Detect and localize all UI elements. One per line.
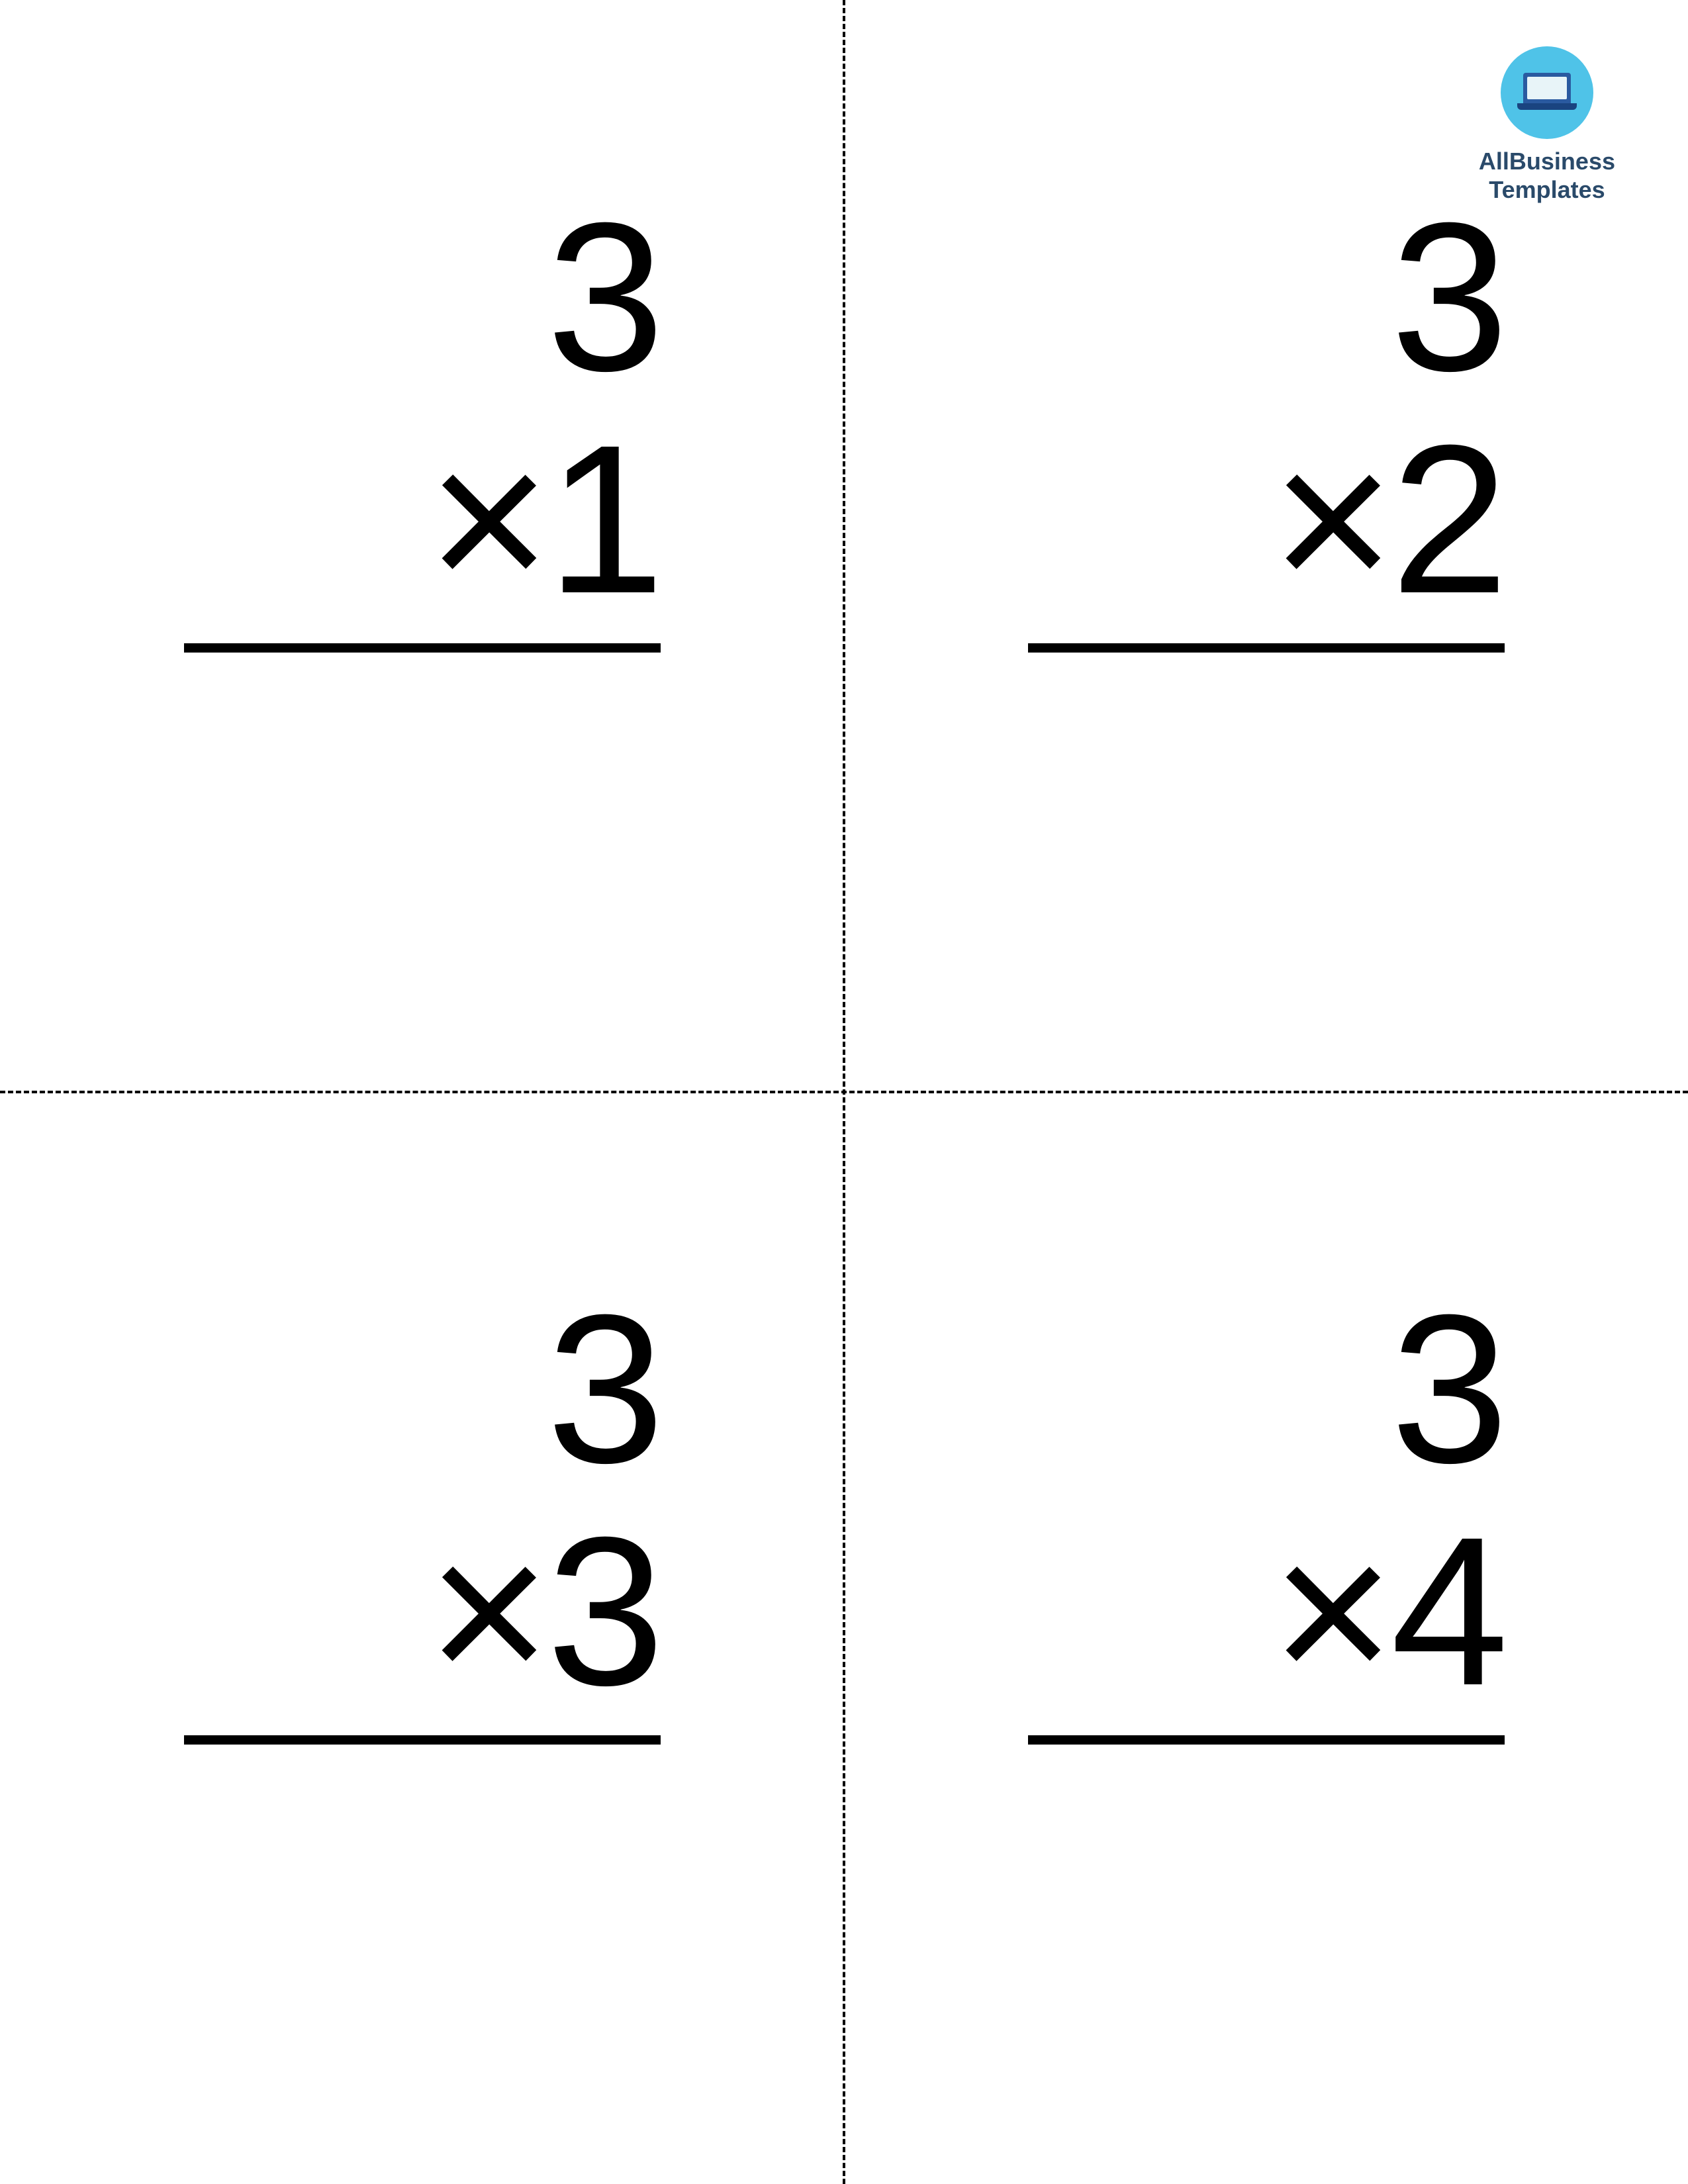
operator: × <box>1271 400 1390 637</box>
flashcard-cell: 3 ×4 <box>844 1092 1688 2184</box>
multiplier-row: ×2 <box>1271 408 1504 630</box>
logo-circle-icon <box>1501 46 1593 139</box>
operator: × <box>427 1492 546 1729</box>
logo-line1: AllBusiness <box>1479 147 1615 175</box>
multiplier: 2 <box>1391 400 1505 637</box>
multiplier: 3 <box>547 1492 661 1729</box>
multiplication-problem: 3 ×1 <box>184 185 661 653</box>
multiplier-row: ×1 <box>427 408 660 630</box>
equals-line <box>184 1735 661 1745</box>
multiplication-problem: 3 ×3 <box>184 1277 661 1745</box>
multiplicand: 3 <box>1391 185 1505 408</box>
flashcard-cell: 3 ×3 <box>0 1092 844 2184</box>
multiplier-row: ×3 <box>427 1500 660 1722</box>
multiplicand: 3 <box>547 185 661 408</box>
brand-logo: AllBusiness Templates <box>1479 46 1615 204</box>
multiplication-problem: 3 ×4 <box>1028 1277 1505 1745</box>
multiplier: 4 <box>1391 1492 1505 1729</box>
laptop-icon <box>1517 73 1577 113</box>
multiplier: 1 <box>547 400 661 637</box>
multiplicand: 3 <box>1391 1277 1505 1500</box>
multiplier-row: ×4 <box>1271 1500 1504 1722</box>
operator: × <box>1271 1492 1390 1729</box>
operator: × <box>427 400 546 637</box>
flashcard-cell: 3 ×1 <box>0 0 844 1092</box>
logo-text: AllBusiness Templates <box>1479 147 1615 204</box>
flashcard-page: 3 ×1 3 ×2 3 ×3 3 ×4 <box>0 0 1688 2184</box>
multiplicand: 3 <box>547 1277 661 1500</box>
equals-line <box>184 643 661 653</box>
logo-line2: Templates <box>1479 175 1615 204</box>
multiplication-problem: 3 ×2 <box>1028 185 1505 653</box>
equals-line <box>1028 643 1505 653</box>
equals-line <box>1028 1735 1505 1745</box>
